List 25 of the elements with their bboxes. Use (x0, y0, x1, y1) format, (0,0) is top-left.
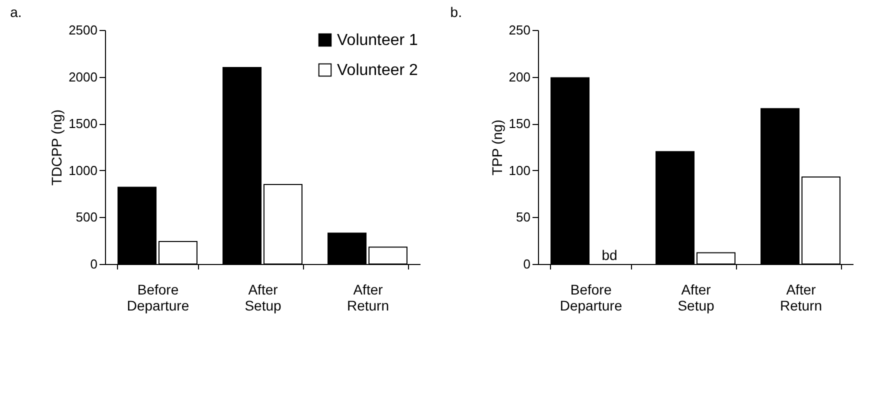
y-tick-label: 1500 (68, 116, 98, 132)
y-tick-label: 150 (508, 116, 530, 132)
y-tick-label: 1000 (68, 162, 98, 178)
chart-title: a. (10, 4, 22, 20)
y-tick-label: 250 (508, 22, 530, 38)
y-tick-label: 100 (508, 162, 530, 178)
y-tick-label: 200 (508, 69, 530, 84)
x-tick-label: After Return (346, 282, 390, 314)
x-tick-label: Before Departure (126, 282, 190, 314)
legend-label: Volunteer 2 (337, 62, 418, 79)
y-tick-label: 2000 (68, 69, 98, 84)
y-tick-label: 2500 (68, 22, 98, 38)
x-tick-label: Before Departure (560, 282, 622, 314)
x-tick-label: After Setup (244, 282, 282, 314)
x-tick-label: After Return (780, 282, 822, 314)
y-axis-title: TDCPP (ng) (48, 110, 65, 186)
y-tick-label: 500 (76, 210, 98, 225)
x-tick-label: After Setup (678, 282, 715, 314)
chart-title: b. (450, 4, 462, 20)
y-tick-label: 50 (516, 210, 530, 225)
y-tick-label: 0 (90, 256, 98, 272)
y-axis-title: TPP (ng) (488, 120, 505, 176)
y-tick-label: 0 (523, 256, 530, 272)
annotation: bd (602, 247, 618, 263)
legend-label: Volunteer 1 (337, 32, 418, 49)
